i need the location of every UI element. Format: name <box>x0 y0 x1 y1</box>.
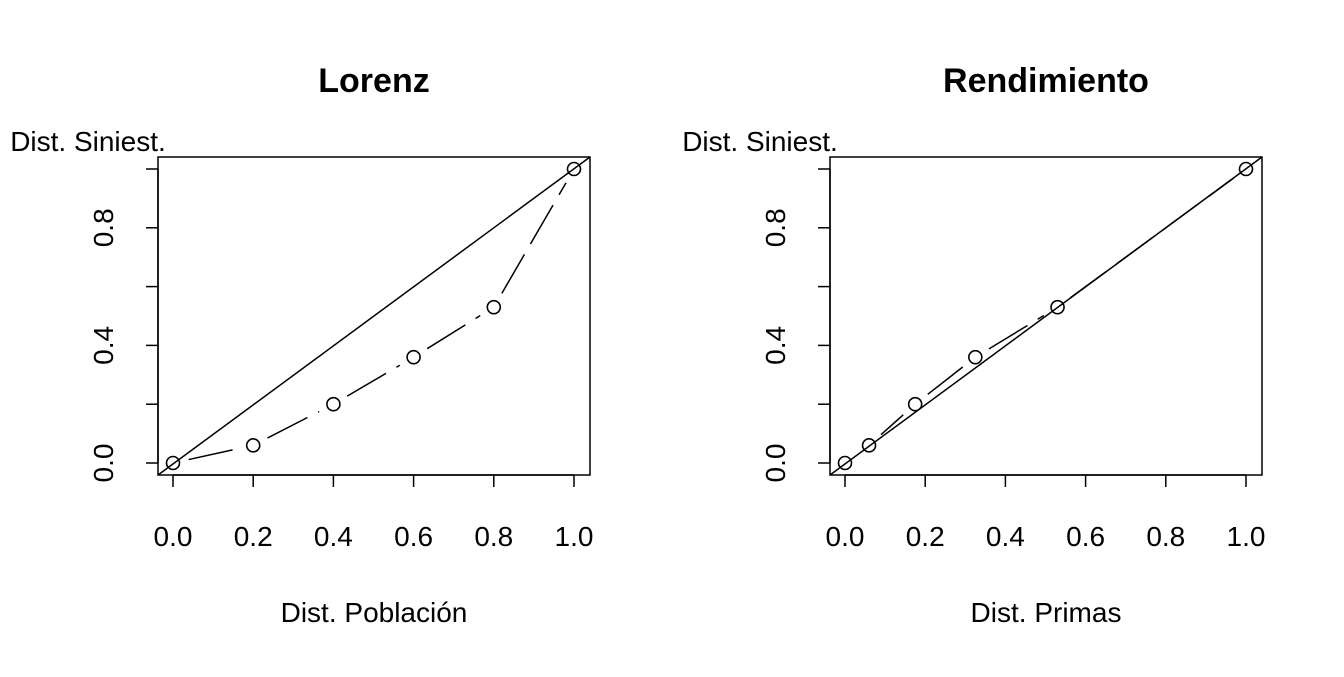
x-tick-label: 0.4 <box>314 521 353 552</box>
y-tick-label: 0.8 <box>88 208 119 247</box>
series-segment <box>1069 177 1234 299</box>
y-tick-label: 0.4 <box>88 326 119 365</box>
x-tick-label: 1.0 <box>1227 521 1266 552</box>
y-tick-label: 0.4 <box>760 326 791 365</box>
x-tick-label: 0.0 <box>154 521 193 552</box>
x-tick-label: 1.0 <box>555 521 594 552</box>
x-axis-label: Dist. Población <box>281 597 468 628</box>
lorenz-panel: Lorenz Dist. Siniest. Dist. Población 0.… <box>10 62 593 628</box>
data-point <box>326 396 341 412</box>
series-segment <box>927 366 964 395</box>
x-tick-label: 0.2 <box>906 521 945 552</box>
equality-line <box>157 156 591 476</box>
series-segment <box>426 315 481 350</box>
data-point <box>165 455 181 471</box>
data-point <box>1238 161 1254 177</box>
chart-title: Lorenz <box>318 62 429 100</box>
y-axis-label: Dist. Siniest. <box>10 126 166 157</box>
data-point <box>245 438 261 453</box>
data-point <box>566 161 582 177</box>
x-tick-label: 0.8 <box>1146 521 1185 552</box>
data-point <box>406 349 421 365</box>
series-segment <box>188 448 238 461</box>
series-segment <box>880 414 904 436</box>
data-point <box>907 396 923 412</box>
series-segment <box>346 364 401 397</box>
data-point <box>1050 299 1065 315</box>
chart-title: Rendimiento <box>943 62 1149 100</box>
x-tick-label: 0.6 <box>1066 521 1105 552</box>
series-segment <box>267 410 320 439</box>
x-tick-label: 0.8 <box>474 521 513 552</box>
x-tick-label: 0.4 <box>986 521 1025 552</box>
data-point <box>486 299 502 315</box>
x-tick-label: 0.0 <box>826 521 865 552</box>
series-segment <box>501 182 567 294</box>
y-axis-label: Dist. Siniest. <box>682 126 838 157</box>
series-segment <box>988 314 1045 350</box>
y-tick-label: 0.0 <box>760 444 791 483</box>
y-tick-label: 0.0 <box>88 444 119 483</box>
x-axis-label: Dist. Primas <box>971 597 1122 628</box>
data-point <box>837 455 853 471</box>
y-tick-label: 0.8 <box>760 208 791 247</box>
rendimiento-panel: Rendimiento Dist. Siniest. Dist. Primas … <box>682 62 1265 628</box>
data-point <box>968 349 983 365</box>
x-tick-label: 0.2 <box>234 521 273 552</box>
data-point <box>861 438 877 453</box>
x-tick-label: 0.6 <box>394 521 433 552</box>
